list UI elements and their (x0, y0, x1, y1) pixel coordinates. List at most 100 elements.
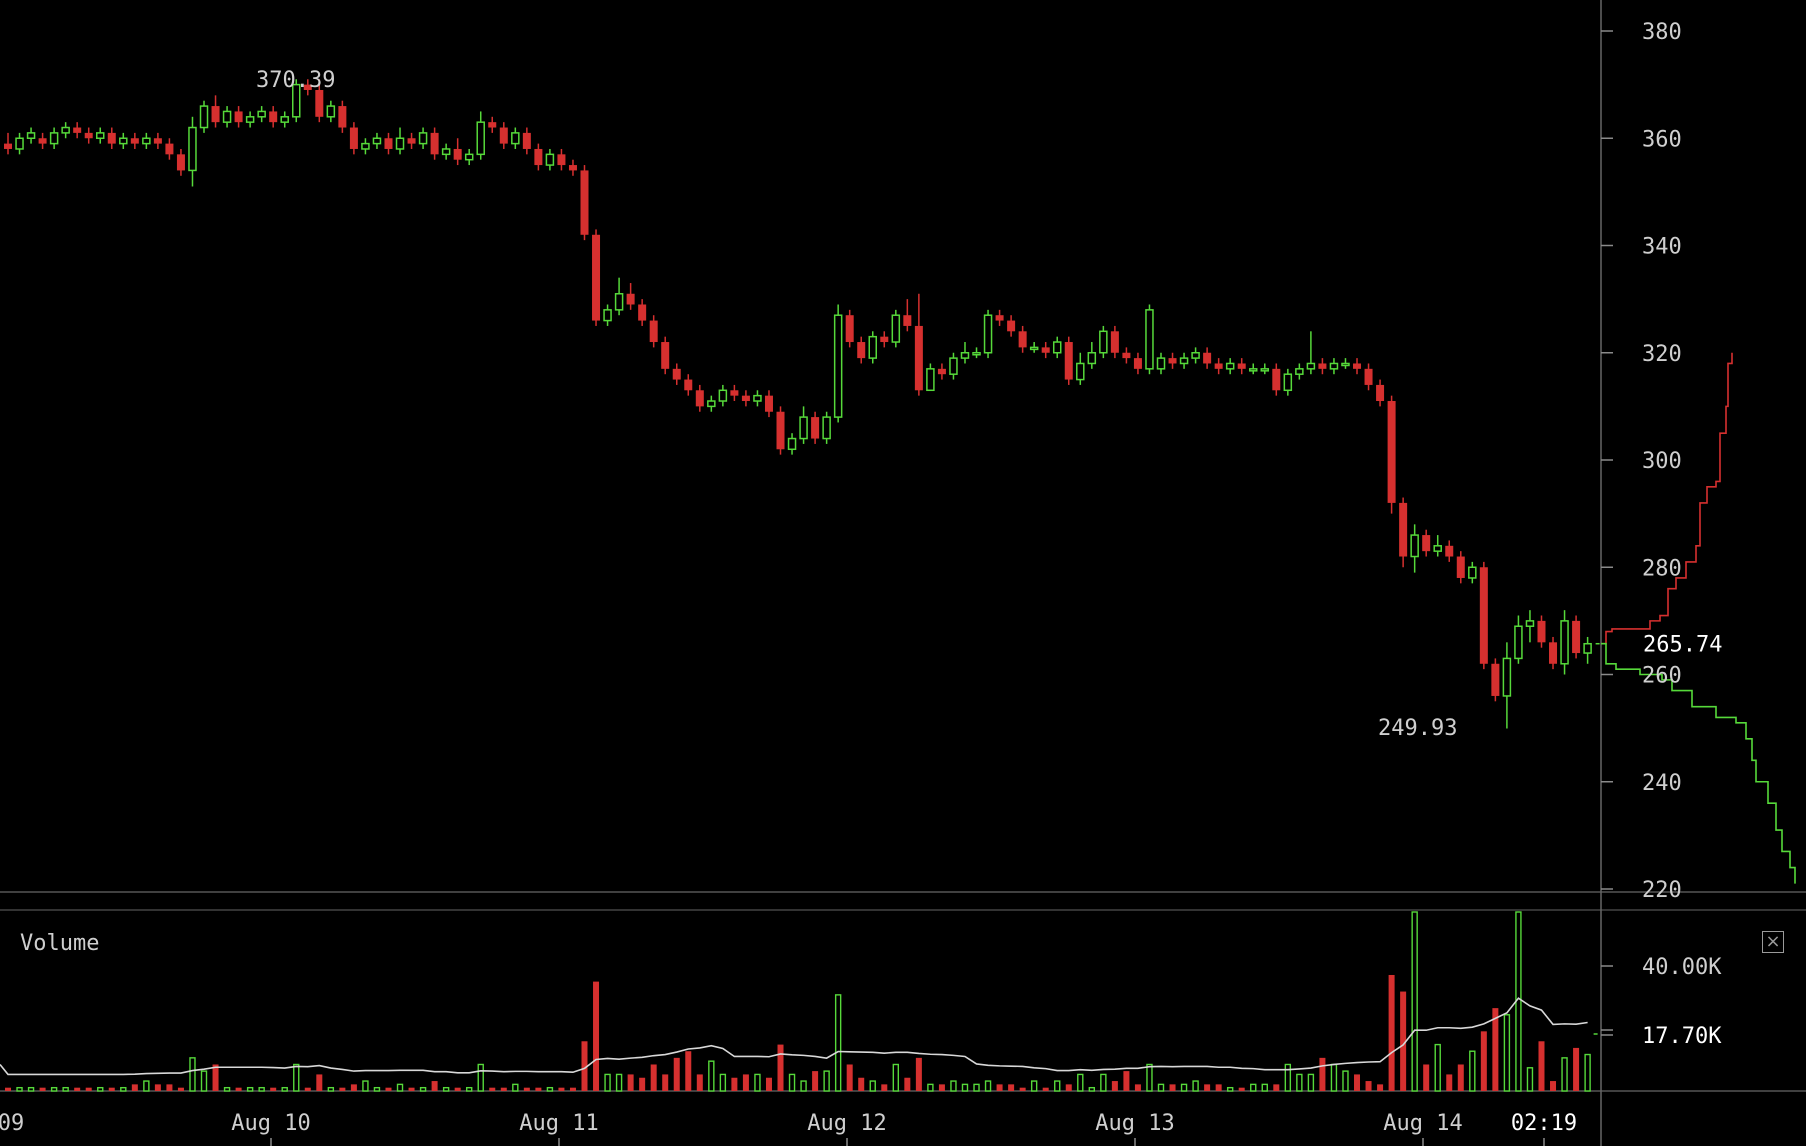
volume-bar (1077, 1073, 1084, 1092)
price-tick-label: 320 (1642, 342, 1682, 367)
volume-bar (327, 1086, 335, 1092)
volume-bar (1526, 1067, 1534, 1092)
volume-bar (581, 1041, 588, 1091)
volume-bar (1492, 1008, 1499, 1091)
volume-bar (1030, 1080, 1038, 1092)
candle-body (453, 148, 462, 160)
candle-body (15, 137, 24, 150)
candle-body (534, 148, 543, 166)
candle-body (1387, 401, 1396, 503)
candle-body (476, 121, 485, 156)
volume-bar (1100, 1073, 1107, 1092)
volume-bar (1307, 1073, 1315, 1092)
volume-bar (1342, 1070, 1349, 1092)
volume-bar (858, 1077, 865, 1091)
volume-bar (731, 1077, 738, 1091)
volume-bar (385, 1087, 392, 1091)
candle-body (868, 335, 877, 359)
candle-body (1018, 331, 1027, 348)
ask-depth-curve (1601, 352, 1733, 645)
volume-bar (535, 1087, 542, 1091)
volume-bar (281, 1086, 288, 1092)
candle-body (914, 325, 923, 391)
volume-bar (1365, 1081, 1372, 1091)
volume-bar (1469, 1050, 1476, 1092)
volume-bar (904, 1077, 911, 1091)
time-tick-label: 09 (0, 1111, 24, 1136)
volume-bar (1573, 1047, 1580, 1091)
candle-body (1399, 502, 1408, 557)
candle-body (153, 138, 162, 144)
volume-bar (662, 1074, 669, 1091)
volume-bar (1446, 1074, 1453, 1091)
volume-bar (1296, 1073, 1303, 1092)
candle-body (1295, 368, 1304, 375)
time-tick-label: Aug 14 (1383, 1111, 1462, 1136)
candle-body (1029, 346, 1039, 351)
volume-bar (1192, 1080, 1199, 1092)
candle-body (188, 126, 197, 172)
volume-bar (569, 1087, 576, 1091)
candle-body (222, 110, 232, 123)
volume-bar (189, 1057, 196, 1092)
volume-bar (1065, 1084, 1072, 1091)
candle-body (845, 315, 854, 343)
candle-body (1514, 625, 1523, 660)
volume-bar (120, 1086, 127, 1092)
candle-body (741, 395, 750, 402)
candle-body (1502, 657, 1512, 697)
time-axis[interactable]: 09 Aug 10 Aug 11 Aug 12 Aug 13 Aug 14 02:19 (0, 1111, 1577, 1146)
candle-body (995, 315, 1004, 321)
volume-bar (270, 1087, 277, 1091)
candle-body (1410, 534, 1419, 558)
candle-body (1007, 320, 1016, 332)
candle-body (730, 390, 739, 396)
candle-body (557, 154, 566, 166)
candle-body (441, 148, 451, 156)
volume-bar (938, 1084, 945, 1091)
price-tick-label: 260 (1642, 664, 1682, 689)
volume-bar (1423, 1064, 1430, 1091)
volume-bar (419, 1086, 427, 1092)
candle-body (638, 304, 647, 321)
volume-bar (154, 1084, 161, 1091)
volume-bar (685, 1051, 692, 1091)
volume-bar (1319, 1057, 1326, 1091)
volume-bar (1261, 1083, 1268, 1092)
time-tick-label: Aug 13 (1095, 1111, 1174, 1136)
candle-body (280, 116, 289, 123)
candle-body (245, 116, 255, 123)
volume-bar (246, 1086, 254, 1092)
candle-body (1491, 663, 1500, 696)
candle-body (395, 137, 405, 150)
candle-body (107, 132, 116, 144)
time-tick-label: Aug 12 (807, 1111, 886, 1136)
candle-body (1110, 331, 1119, 353)
candle-body (1283, 373, 1293, 392)
candle-body (695, 390, 704, 407)
volume-bar (362, 1080, 369, 1092)
volume-bar (50, 1086, 58, 1092)
volume-bar (1273, 1084, 1280, 1091)
close-volume-pane-button[interactable]: × (1762, 931, 1784, 953)
candle-body (292, 83, 301, 118)
volume-bar (1538, 1041, 1545, 1091)
candle-body (949, 357, 958, 375)
volume-bar (85, 1087, 92, 1091)
low-price-label: 249.93 (1378, 716, 1457, 741)
volume-bar (396, 1083, 404, 1092)
candle-body (338, 106, 347, 128)
price-axis[interactable]: 380 360 340 320 300 280 260 240 220 (1601, 20, 1682, 903)
volume-bar (1215, 1084, 1222, 1091)
volume-bar (1561, 1057, 1568, 1092)
volume-bar (788, 1073, 796, 1092)
candle-body (1225, 362, 1235, 370)
volume-bar (1146, 1063, 1153, 1092)
volume-bar (881, 1084, 888, 1091)
volume-bar (639, 1077, 646, 1091)
candle-body (983, 314, 993, 354)
candle-body (303, 84, 312, 90)
volume-moving-average (0, 997, 1588, 1076)
